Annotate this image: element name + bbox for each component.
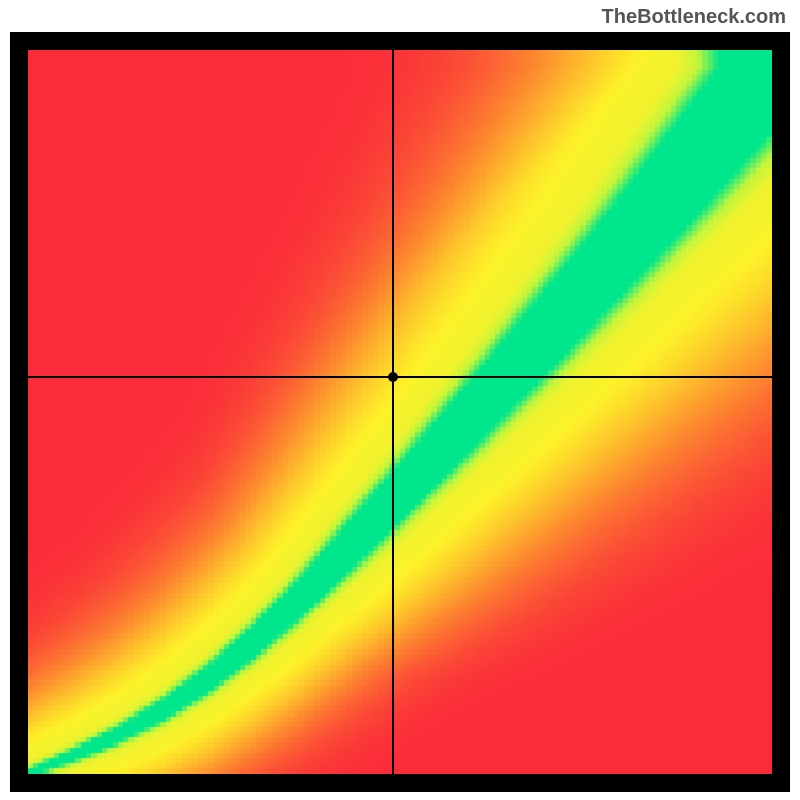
crosshair-marker (388, 372, 398, 382)
crosshair-vertical (392, 50, 394, 774)
chart-container: TheBottleneck.com (0, 0, 800, 800)
crosshair-horizontal (28, 376, 772, 378)
plot-area (28, 50, 772, 774)
heatmap-canvas (28, 50, 772, 774)
attribution-text: TheBottleneck.com (602, 6, 786, 29)
